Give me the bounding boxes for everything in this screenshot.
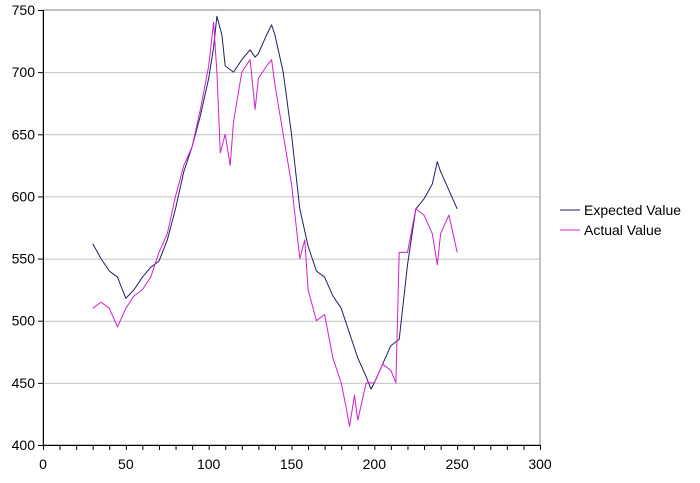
x-tick-label: 50 [118, 456, 134, 472]
legend-label: Expected Value [584, 202, 681, 218]
y-tick-label: 600 [12, 188, 36, 204]
x-tick-label: 0 [39, 456, 47, 472]
x-tick-label: 100 [197, 456, 221, 472]
series-layer [92, 15, 458, 427]
plot-area [42, 9, 541, 446]
y-tick-label: 400 [12, 437, 36, 453]
y-axis: 400 450 500 550 600 650 700 750 [12, 2, 44, 453]
x-tick-label: 200 [363, 456, 387, 472]
x-axis: 0 50 100 150 200 250 300 [39, 445, 552, 472]
series-line-expected-value [92, 15, 458, 390]
y-tick-label: 750 [12, 2, 36, 18]
plot-border [42, 9, 541, 446]
legend-label: Actual Value [584, 222, 662, 238]
y-tick-label: 450 [12, 375, 36, 391]
x-tick-label: 300 [528, 456, 552, 472]
legend: Expected Value Actual Value [560, 202, 681, 238]
series-line-actual-value [92, 21, 458, 427]
x-tick-label: 150 [280, 456, 304, 472]
y-tick-label: 550 [12, 251, 36, 267]
y-tick-label: 700 [12, 64, 36, 80]
y-tick-label: 650 [12, 126, 36, 142]
y-tick-label: 500 [12, 313, 36, 329]
x-tick-label: 250 [445, 456, 469, 472]
